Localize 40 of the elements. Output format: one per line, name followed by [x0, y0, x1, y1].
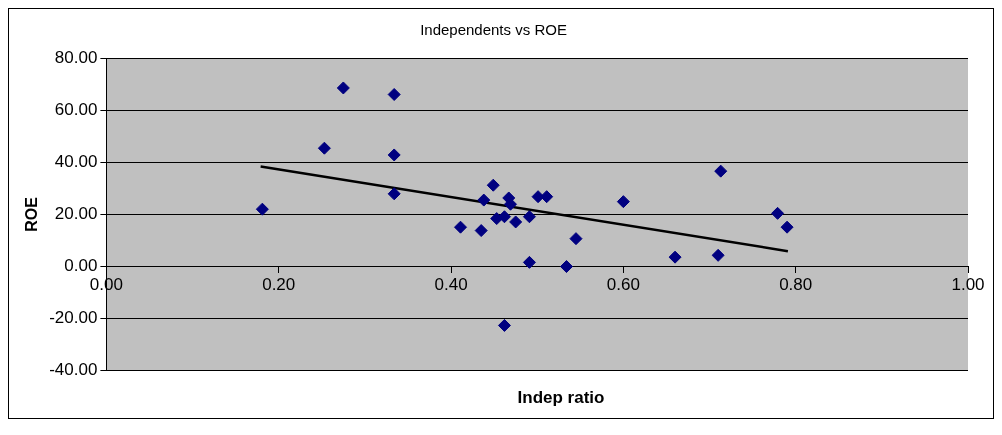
point: [336, 81, 350, 95]
y-tick-label: 60.00: [54, 99, 98, 119]
point: [387, 87, 401, 101]
y-tick-label: 20.00: [54, 204, 98, 224]
y-tick-label: 40.00: [54, 151, 98, 171]
point: [780, 220, 794, 234]
y-tick-label: 80.00: [54, 47, 98, 67]
point: [387, 187, 401, 201]
point: [560, 260, 573, 274]
point: [531, 190, 545, 204]
point: [714, 164, 728, 178]
point: [477, 193, 491, 207]
point: [387, 148, 401, 162]
x-tick-label: 0.60: [606, 275, 640, 295]
y-axis-title: ROE: [23, 196, 41, 232]
x-axis-title: Indep ratio: [516, 387, 606, 409]
point: [569, 232, 583, 246]
point: [255, 202, 269, 216]
x-tick-label: 1.00: [951, 275, 985, 295]
point: [509, 215, 523, 229]
point: [454, 220, 468, 234]
point: [668, 250, 682, 264]
y-tick-label: 0.00: [64, 256, 98, 276]
point: [474, 224, 488, 238]
x-tick-label: 0.40: [434, 275, 468, 295]
point: [522, 210, 536, 224]
point: [771, 206, 785, 220]
y-tick-label: -40.00: [49, 360, 98, 380]
point: [497, 318, 511, 332]
point: [711, 248, 725, 262]
point: [317, 141, 331, 155]
chart-title: Independents vs ROE: [420, 21, 567, 39]
x-tick-label: 0.20: [262, 275, 296, 295]
point: [616, 195, 630, 209]
x-tick-label: 0.80: [779, 275, 813, 295]
point: [540, 190, 554, 204]
point: [497, 210, 511, 224]
y-tick-label: -20.00: [49, 308, 98, 328]
point: [486, 178, 500, 192]
point: [522, 255, 536, 269]
